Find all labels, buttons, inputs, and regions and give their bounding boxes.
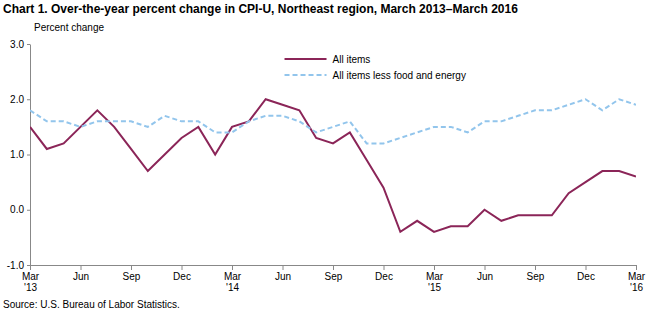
x-tick: Sep [123, 265, 141, 282]
x-tick-label-line: Sep [123, 271, 141, 282]
legend: All items All items less food and energy [285, 54, 466, 81]
x-tick-label-line: Dec [173, 271, 191, 282]
y-tick: 0.0 [10, 204, 30, 215]
x-tick-label-line: '15 [428, 282, 441, 293]
y-tick: 1.0 [10, 149, 30, 160]
x-tick-mark [535, 265, 536, 270]
x-tick-label-line: '16 [630, 282, 643, 293]
x-tick-label-line: Mar [22, 271, 40, 282]
series-line [30, 99, 636, 143]
y-tick: 2.0 [10, 94, 30, 105]
x-tick-label-line: '13 [24, 282, 37, 293]
y-tick-mark [27, 265, 30, 266]
title: Chart 1. Over-the-year percent change in… [3, 2, 518, 16]
x-tick-mark [333, 265, 334, 270]
x-tick: Jun [73, 265, 89, 282]
x-tick-mark [636, 265, 637, 270]
y-tick: -1.0 [7, 260, 30, 271]
legend-swatch [285, 58, 327, 60]
x-tick-label: Mar'13 [22, 271, 40, 293]
x-tick-label: Sep [527, 271, 545, 282]
x-tick-mark [586, 265, 587, 270]
x-tick: Mar'15 [426, 265, 444, 293]
x-tick-mark [485, 265, 486, 270]
x-tick: Sep [325, 265, 343, 282]
legend-label: All items [333, 54, 371, 65]
x-tick-label: Mar'15 [426, 271, 444, 293]
x-tick-mark [182, 265, 183, 270]
x-tick-label-line: Jun [73, 271, 89, 282]
x-tick-label-line: Dec [577, 271, 595, 282]
x-tick-mark [232, 265, 233, 270]
y-tick-mark [27, 155, 30, 156]
y-tick-label: 3.0 [10, 39, 24, 50]
x-tick-mark [384, 265, 385, 270]
y-tick-label: 2.0 [10, 94, 24, 105]
x-tick-label: Dec [173, 271, 191, 282]
x-tick: Mar'13 [22, 265, 40, 293]
x-tick-label-line: Mar [224, 271, 242, 282]
y-axis-line [30, 45, 31, 266]
x-tick: Mar'16 [628, 265, 646, 293]
x-tick-label: Dec [577, 271, 595, 282]
x-tick-label: Jun [275, 271, 291, 282]
x-tick-mark [30, 265, 31, 270]
y-tick-label: 1.0 [10, 149, 24, 160]
x-tick-label: Sep [123, 271, 141, 282]
y-axis-title: Percent change [34, 22, 104, 33]
x-axis: Mar'13JunSepDecMar'14JunSepDecMar'15JunS… [22, 265, 646, 293]
chart: Chart 1. Over-the-year percent change in… [0, 0, 650, 312]
x-tick-label: Jun [73, 271, 89, 282]
x-tick-mark [81, 265, 82, 270]
x-tick: Jun [477, 265, 493, 282]
x-tick-label-line: Dec [375, 271, 393, 282]
x-tick-label: Jun [477, 271, 493, 282]
x-tick: Dec [577, 265, 595, 282]
x-tick-label-line: '14 [226, 282, 239, 293]
x-tick-label-line: Sep [325, 271, 343, 282]
x-tick: Sep [527, 265, 545, 282]
series-line [30, 99, 636, 232]
x-tick-mark [283, 265, 284, 270]
x-tick: Dec [173, 265, 191, 282]
x-tick: Mar'14 [224, 265, 242, 293]
x-tick-label-line: Mar [628, 271, 646, 282]
x-tick: Jun [275, 265, 291, 282]
source: Source: U.S. Bureau of Labor Statistics. [3, 299, 180, 310]
y-axis: -1.0 0.0 1.0 2.0 3.0 [7, 39, 31, 271]
x-tick-label: Mar'14 [224, 271, 242, 293]
y-tick-mark [27, 99, 30, 100]
x-tick-label: Sep [325, 271, 343, 282]
y-tick-label: 0.0 [10, 204, 24, 215]
x-tick-mark [434, 265, 435, 270]
y-tick-label: -1.0 [7, 260, 25, 271]
x-tick-mark [131, 265, 132, 270]
x-tick-label: Dec [375, 271, 393, 282]
x-tick: Dec [375, 265, 393, 282]
legend-swatch [285, 74, 327, 76]
x-tick-label: Mar'16 [628, 271, 646, 293]
y-tick-mark [27, 44, 30, 45]
y-tick: 3.0 [10, 39, 30, 50]
x-tick-label-line: Jun [477, 271, 493, 282]
x-tick-label-line: Mar [426, 271, 444, 282]
x-tick-label-line: Jun [275, 271, 291, 282]
y-tick-mark [27, 210, 30, 211]
plot-area [30, 99, 636, 232]
legend-label: All items less food and energy [333, 70, 466, 81]
x-tick-label-line: Sep [527, 271, 545, 282]
